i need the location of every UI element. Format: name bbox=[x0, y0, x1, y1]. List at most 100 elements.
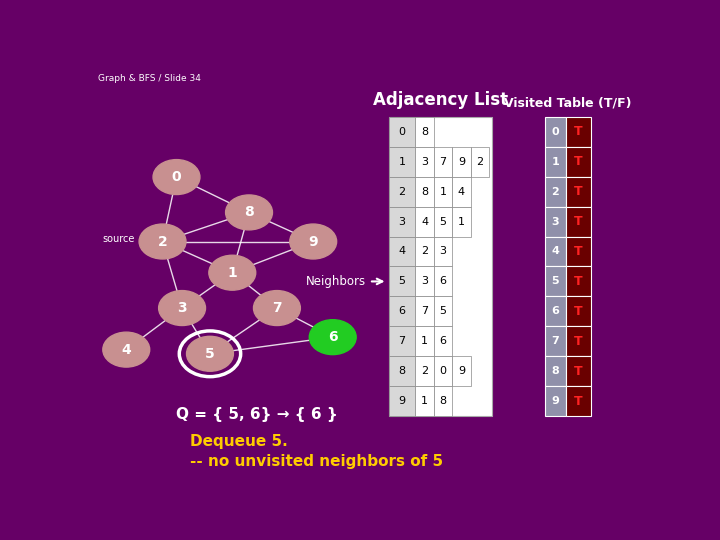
Text: 0: 0 bbox=[439, 366, 446, 376]
Text: 8: 8 bbox=[552, 366, 559, 376]
Text: 3: 3 bbox=[398, 217, 405, 227]
Text: 3: 3 bbox=[421, 276, 428, 286]
FancyBboxPatch shape bbox=[433, 177, 452, 207]
FancyBboxPatch shape bbox=[566, 177, 590, 207]
FancyBboxPatch shape bbox=[545, 326, 566, 356]
FancyBboxPatch shape bbox=[433, 266, 452, 296]
FancyBboxPatch shape bbox=[433, 386, 452, 416]
Text: 0: 0 bbox=[398, 127, 405, 137]
Text: 1: 1 bbox=[421, 336, 428, 346]
FancyBboxPatch shape bbox=[545, 237, 566, 266]
FancyBboxPatch shape bbox=[545, 386, 566, 416]
Circle shape bbox=[209, 255, 256, 290]
FancyBboxPatch shape bbox=[566, 386, 590, 416]
FancyBboxPatch shape bbox=[545, 147, 566, 177]
Text: 0: 0 bbox=[171, 170, 181, 184]
FancyBboxPatch shape bbox=[415, 386, 433, 416]
FancyBboxPatch shape bbox=[566, 237, 590, 266]
Text: Visited Table (T/F): Visited Table (T/F) bbox=[504, 96, 631, 109]
FancyBboxPatch shape bbox=[433, 237, 452, 266]
Text: 2: 2 bbox=[421, 246, 428, 256]
Text: 7: 7 bbox=[439, 157, 446, 167]
Circle shape bbox=[186, 336, 233, 371]
FancyBboxPatch shape bbox=[415, 147, 433, 177]
FancyBboxPatch shape bbox=[545, 117, 566, 147]
Text: 8: 8 bbox=[421, 187, 428, 197]
FancyBboxPatch shape bbox=[566, 266, 590, 296]
FancyBboxPatch shape bbox=[545, 207, 566, 237]
Text: Graph & BFS / Slide 34: Graph & BFS / Slide 34 bbox=[99, 74, 202, 83]
Text: T: T bbox=[574, 215, 582, 228]
FancyBboxPatch shape bbox=[433, 296, 452, 326]
FancyBboxPatch shape bbox=[452, 356, 471, 386]
Circle shape bbox=[253, 291, 300, 326]
Text: 3: 3 bbox=[177, 301, 187, 315]
Text: 8: 8 bbox=[439, 396, 446, 406]
Text: 8: 8 bbox=[244, 205, 254, 219]
FancyBboxPatch shape bbox=[433, 207, 452, 237]
Text: T: T bbox=[574, 245, 582, 258]
FancyBboxPatch shape bbox=[415, 237, 433, 266]
Text: 1: 1 bbox=[398, 157, 405, 167]
Text: 9: 9 bbox=[552, 396, 559, 406]
FancyBboxPatch shape bbox=[545, 177, 566, 207]
FancyBboxPatch shape bbox=[566, 207, 590, 237]
FancyBboxPatch shape bbox=[566, 356, 590, 386]
FancyBboxPatch shape bbox=[415, 117, 433, 147]
Text: 7: 7 bbox=[398, 336, 405, 346]
Text: 6: 6 bbox=[328, 330, 338, 344]
Circle shape bbox=[158, 291, 205, 326]
Text: T: T bbox=[574, 275, 582, 288]
Text: T: T bbox=[574, 395, 582, 408]
Text: 6: 6 bbox=[439, 276, 446, 286]
Text: -- no unvisited neighbors of 5: -- no unvisited neighbors of 5 bbox=[190, 454, 444, 469]
Text: 5: 5 bbox=[439, 217, 446, 227]
FancyBboxPatch shape bbox=[415, 356, 433, 386]
Text: 2: 2 bbox=[158, 234, 168, 248]
FancyBboxPatch shape bbox=[452, 147, 471, 177]
Text: 3: 3 bbox=[439, 246, 446, 256]
Text: 9: 9 bbox=[308, 234, 318, 248]
Circle shape bbox=[153, 160, 200, 194]
Text: 5: 5 bbox=[398, 276, 405, 286]
FancyBboxPatch shape bbox=[433, 326, 452, 356]
Text: 4: 4 bbox=[122, 342, 131, 356]
FancyBboxPatch shape bbox=[389, 266, 415, 296]
FancyBboxPatch shape bbox=[452, 177, 471, 207]
Text: Q = { 5, 6} → { 6 }: Q = { 5, 6} → { 6 } bbox=[176, 407, 338, 422]
Text: Adjacency List: Adjacency List bbox=[372, 91, 508, 109]
Text: T: T bbox=[574, 125, 582, 138]
Circle shape bbox=[225, 195, 272, 230]
Text: 1: 1 bbox=[458, 217, 465, 227]
FancyBboxPatch shape bbox=[566, 147, 590, 177]
Text: 6: 6 bbox=[552, 306, 559, 316]
Text: 2: 2 bbox=[552, 187, 559, 197]
Text: 1: 1 bbox=[228, 266, 237, 280]
FancyBboxPatch shape bbox=[389, 386, 415, 416]
Text: 2: 2 bbox=[476, 157, 483, 167]
Text: Dequeue 5.: Dequeue 5. bbox=[190, 434, 288, 449]
FancyBboxPatch shape bbox=[545, 296, 566, 326]
FancyBboxPatch shape bbox=[415, 296, 433, 326]
FancyBboxPatch shape bbox=[566, 326, 590, 356]
Text: 5: 5 bbox=[439, 306, 446, 316]
Text: Neighbors: Neighbors bbox=[306, 275, 366, 288]
Circle shape bbox=[289, 224, 337, 259]
FancyBboxPatch shape bbox=[415, 326, 433, 356]
Text: T: T bbox=[574, 185, 582, 198]
Text: T: T bbox=[574, 335, 582, 348]
FancyBboxPatch shape bbox=[389, 237, 415, 266]
Text: 7: 7 bbox=[272, 301, 282, 315]
FancyBboxPatch shape bbox=[389, 147, 415, 177]
Text: 1: 1 bbox=[552, 157, 559, 167]
FancyBboxPatch shape bbox=[545, 266, 566, 296]
Text: 7: 7 bbox=[421, 306, 428, 316]
FancyBboxPatch shape bbox=[389, 356, 415, 386]
FancyBboxPatch shape bbox=[389, 117, 415, 147]
Text: 3: 3 bbox=[421, 157, 428, 167]
Circle shape bbox=[139, 224, 186, 259]
Text: 4: 4 bbox=[458, 187, 465, 197]
Text: source: source bbox=[102, 234, 135, 245]
FancyBboxPatch shape bbox=[415, 207, 433, 237]
Circle shape bbox=[103, 332, 150, 367]
